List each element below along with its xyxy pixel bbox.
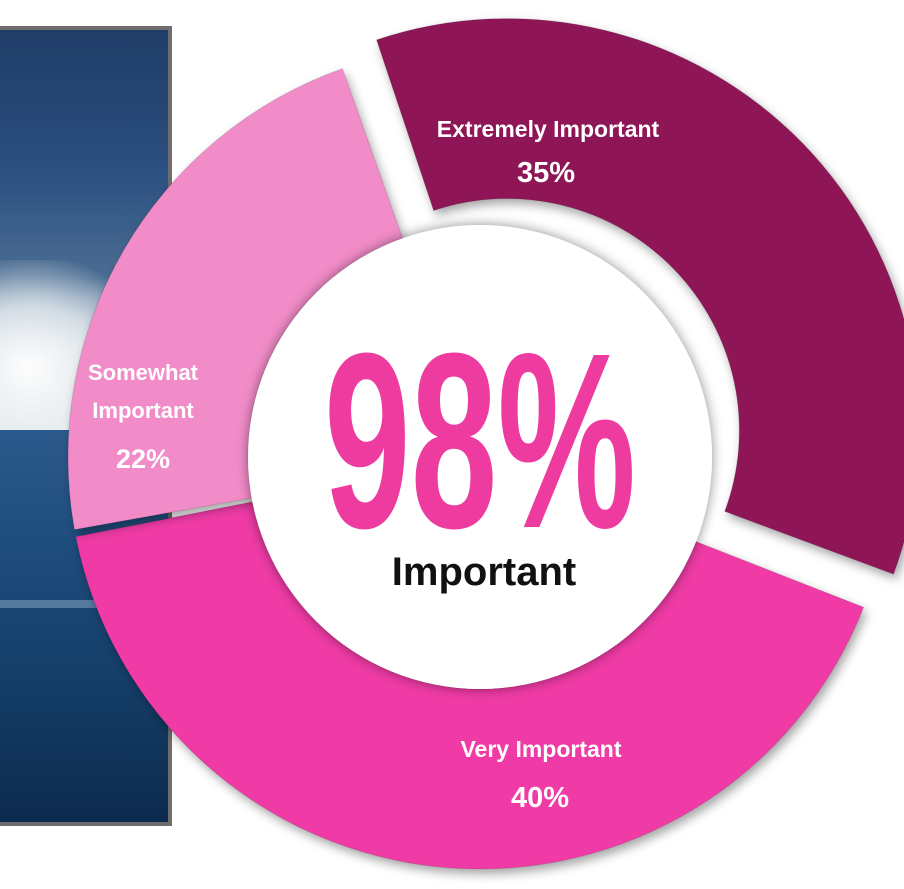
slice-value-somewhat-important: 22% (116, 444, 170, 474)
slice-value-extremely-important: 35% (517, 157, 575, 189)
center-percent-value: 98% (324, 301, 636, 580)
slice-label-somewhat-important-line2: Important (92, 398, 194, 423)
slice-label-very-important: Very Important (460, 736, 621, 762)
slice-value-very-important: 40% (511, 782, 569, 814)
slice-label-somewhat-important-line1: Somewhat (88, 360, 199, 385)
slice-label-extremely-important: Extremely Important (437, 116, 660, 142)
center-label: Important (392, 550, 576, 594)
